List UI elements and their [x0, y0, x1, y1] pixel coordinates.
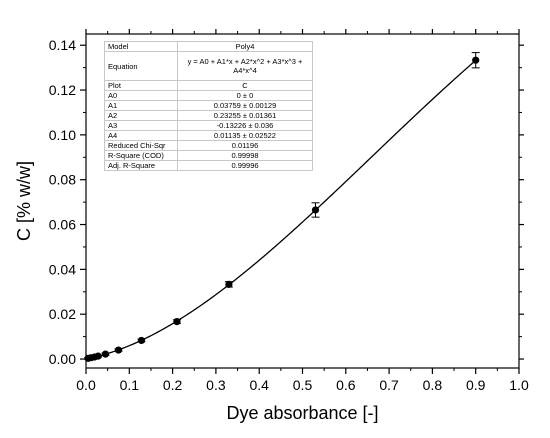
x-tick-label: 0.6: [336, 377, 356, 393]
fit-table-row: A4 0.01135 ± 0.02522: [104, 130, 313, 141]
x-tick-label: 0.4: [249, 377, 269, 393]
data-point: [225, 280, 233, 288]
fit-table-row: Equation y = A0 + A1*x + A2*x^2 + A3*x^3 …: [104, 51, 313, 81]
x-tick-label: 1.0: [509, 377, 529, 393]
fit-table-key: Model: [104, 41, 178, 52]
fit-curve: [85, 59, 477, 360]
fit-table-row: Plot C: [104, 80, 313, 91]
x-tick-label: 0.2: [163, 377, 183, 393]
fit-table-value: 0.01196: [177, 140, 313, 151]
fit-table-key: A2: [104, 110, 178, 121]
y-tick-label: 0.08: [49, 172, 76, 188]
fit-table-key: Equation: [104, 51, 178, 81]
data-points: [84, 52, 480, 362]
y-tick-label: 0.12: [49, 82, 76, 98]
fit-table-key: A1: [104, 100, 178, 111]
x-tick-label: 0.7: [379, 377, 399, 393]
fit-table-value: Poly4: [177, 41, 313, 52]
fit-table-row: A2 0.23255 ± 0.01361: [104, 110, 313, 121]
x-tick-label: 0.0: [76, 377, 96, 393]
fit-table-key: A0: [104, 90, 178, 101]
fit-table-row: Adj. R-Square 0.99996: [104, 160, 313, 171]
fit-parameters-table: Model Poly4 Equation y = A0 + A1*x + A2*x^2…: [104, 41, 313, 171]
y-tick-label: 0.06: [49, 217, 76, 233]
fit-table-value: 0.23255 ± 0.01361: [177, 110, 313, 121]
fit-table-key: A3: [104, 120, 178, 131]
fit-table-row: A0 0 ± 0: [104, 90, 313, 101]
y-tick-label: 0.10: [49, 127, 76, 143]
fit-table-value: 0.99996: [177, 160, 313, 171]
y-tick-label: 0.02: [49, 306, 76, 322]
fit-table-value: 0.03759 ± 0.00129: [177, 100, 313, 111]
x-tick-label: 0.8: [423, 377, 443, 393]
fit-table-value: 0.01135 ± 0.02522: [177, 130, 313, 141]
fit-table-key: R-Square (COD): [104, 150, 178, 161]
fit-table-row: A3 -0.13226 ± 0.036: [104, 120, 313, 131]
y-tick-label: 0.04: [49, 261, 76, 277]
fit-table-row: Model Poly4: [104, 41, 313, 52]
fit-table-row: Reduced Chi-Sqr 0.01196: [104, 140, 313, 151]
fit-table-value: 0 ± 0: [177, 90, 313, 101]
axis-ticks: 0.0 0.1 0.2 0.3 0.4 0.5 0.6 0.7 0.8 0.9 1.0 0.00 0.0…: [49, 29, 529, 393]
data-point: [94, 352, 102, 360]
x-tick-label: 0.9: [466, 377, 486, 393]
fit-table-value: -0.13226 ± 0.036: [177, 120, 313, 131]
fit-table-key: Plot: [104, 80, 178, 91]
data-point: [173, 317, 181, 326]
fit-table-key: Adj. R-Square: [104, 160, 178, 171]
x-tick-label: 0.3: [206, 377, 226, 393]
fit-table-value: 0.99998: [177, 150, 313, 161]
fit-table-value: y = A0 + A1*x + A2*x^2 + A3*x^3 + A4*x^4: [177, 51, 313, 81]
fit-table-value: C: [177, 80, 313, 91]
data-point: [311, 206, 320, 214]
fit-table-row: A1 0.03759 ± 0.00129: [104, 100, 313, 111]
x-axis-title: Dye absorbance [-]: [226, 403, 378, 423]
fit-table-key: A4: [104, 130, 178, 141]
fit-curve-group: [85, 59, 477, 360]
x-tick-label: 0.1: [120, 377, 140, 393]
fit-table-row: R-Square (COD) 0.99998: [104, 150, 313, 161]
data-point: [114, 346, 123, 354]
x-tick-label: 0.5: [293, 377, 313, 393]
y-tick-label: 0.00: [49, 351, 76, 367]
fit-table-key: Reduced Chi-Sqr: [104, 140, 178, 151]
data-point: [101, 350, 110, 358]
data-point: [472, 56, 480, 64]
y-axis-title: C [% w/w]: [14, 161, 34, 241]
y-tick-label: 0.14: [49, 37, 76, 53]
data-point: [137, 336, 146, 345]
